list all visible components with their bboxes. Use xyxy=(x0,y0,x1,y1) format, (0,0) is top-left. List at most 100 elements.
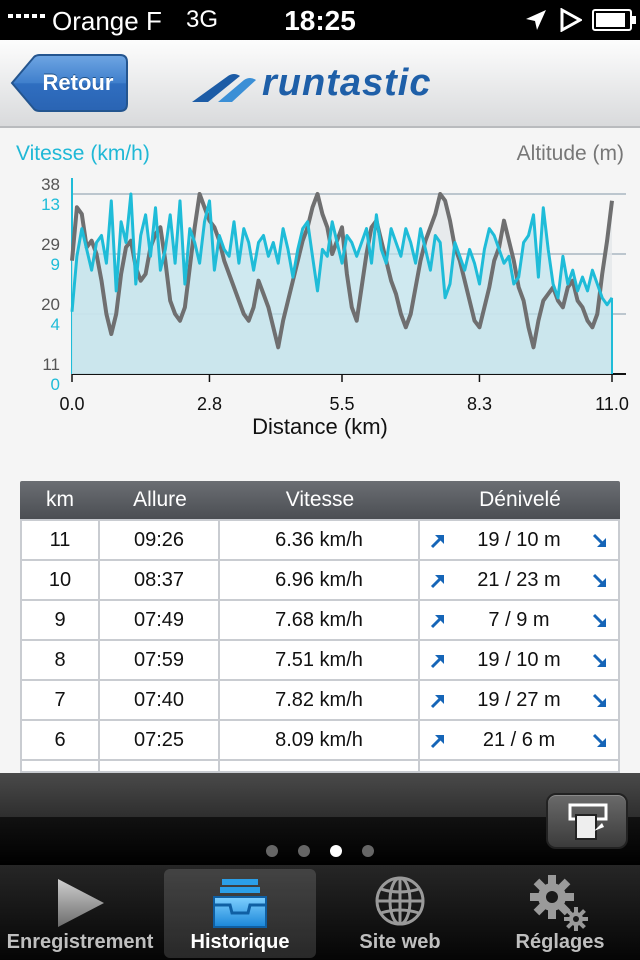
battery-icon xyxy=(592,9,636,31)
location-arrow-icon xyxy=(526,10,546,30)
arrow-down-right-icon xyxy=(592,653,606,667)
logo-wordmark: runtastic xyxy=(262,62,432,104)
table-row[interactable]: 6 07:25 8.09 km/h 21 / 6 m xyxy=(22,721,618,761)
tab-historique[interactable]: Historique xyxy=(160,865,320,960)
speed-area xyxy=(72,194,612,374)
cell-pace: 08:37 xyxy=(100,561,220,601)
network-type: 3G xyxy=(186,6,219,33)
altitude-tick-label: 11 xyxy=(42,355,60,374)
x-tick-label: 0.0 xyxy=(59,394,84,414)
x-tick-label: 8.3 xyxy=(467,394,492,414)
tab-label: Réglages xyxy=(515,931,605,953)
tab-bar: Enregistrement Historique Site web xyxy=(0,865,640,960)
table-row[interactable]: 10 08:37 6.96 km/h 21 / 23 m xyxy=(22,561,618,601)
elevation-value: 21 / 6 m xyxy=(482,728,556,751)
table-row[interactable]: 9 07:49 7.68 km/h 7 / 9 m xyxy=(22,601,618,641)
arrow-down-right-icon xyxy=(592,733,606,747)
cell-km: 9 xyxy=(22,601,100,641)
arrow-down-right-icon xyxy=(592,573,606,587)
altitude-line xyxy=(70,192,614,350)
cell-pace: 07:59 xyxy=(100,641,220,681)
page-indicator[interactable] xyxy=(0,845,640,857)
cell-km: 11 xyxy=(22,521,100,561)
x-tick-label: 2.8 xyxy=(197,394,222,414)
page-dot[interactable] xyxy=(266,845,278,857)
tab-label: Enregistrement xyxy=(6,931,154,953)
logo-swoosh-icon xyxy=(192,74,256,102)
speed-line xyxy=(70,192,614,312)
elevation-value: 19 / 10 m xyxy=(477,648,561,671)
page-dot[interactable] xyxy=(298,845,310,857)
x-tick-label: 5.5 xyxy=(329,394,354,414)
cell-speed: 6.36 km/h xyxy=(220,521,420,561)
elevation-value: 21 / 23 m xyxy=(477,568,561,591)
tab-label: Historique xyxy=(190,931,290,953)
cell-speed: 6.96 km/h xyxy=(220,561,420,601)
speed-axis-title: Vitesse (km/h) xyxy=(16,142,150,165)
table-row-partial xyxy=(22,761,618,773)
cell-pace: 09:26 xyxy=(100,521,220,561)
table-header: km Allure Vitesse Dénivelé xyxy=(20,481,620,519)
altitude-tick-label: 29 xyxy=(41,235,60,254)
table-row[interactable]: 11 09:26 6.36 km/h 19 / 10 m xyxy=(22,521,618,561)
arrow-down-right-icon xyxy=(592,693,606,707)
arrow-up-right-icon xyxy=(430,735,444,749)
cell-elevation: 19 / 10 m xyxy=(420,641,618,681)
signal-strength-icon xyxy=(8,14,45,18)
cell-elevation: 21 / 23 m xyxy=(420,561,618,601)
cell-speed: 8.09 km/h xyxy=(220,721,420,761)
cell-speed: 7.68 km/h xyxy=(220,601,420,641)
cell-km: 8 xyxy=(22,641,100,681)
speed-tick-label: 13 xyxy=(41,195,60,214)
table-row[interactable]: 8 07:59 7.51 km/h 19 / 10 m xyxy=(22,641,618,681)
header-pace: Allure xyxy=(133,488,187,511)
arrow-up-right-icon xyxy=(430,615,444,629)
cell-pace: 07:49 xyxy=(100,601,220,641)
page-dot[interactable] xyxy=(362,845,374,857)
cell-elevation: 19 / 27 m xyxy=(420,681,618,721)
tab-site-web[interactable]: Site web xyxy=(320,865,480,960)
header-elevation: Dénivelé xyxy=(479,488,561,511)
tab-reglages[interactable]: Réglages xyxy=(480,865,640,960)
inbox-tray-icon xyxy=(213,879,267,928)
cell-elevation: 21 / 6 m xyxy=(420,721,618,761)
header-speed: Vitesse xyxy=(285,488,355,511)
tab-enregistrement[interactable]: Enregistrement xyxy=(0,865,160,960)
x-tick-label: 11.0 xyxy=(595,394,629,414)
share-button[interactable] xyxy=(546,793,628,849)
status-bar: Orange F 3G 18:25 xyxy=(0,0,640,40)
elevation-value: 19 / 10 m xyxy=(477,528,561,551)
cell-speed: 7.82 km/h xyxy=(220,681,420,721)
arrow-up-right-icon xyxy=(430,695,444,709)
table-row[interactable]: 7 07:40 7.82 km/h 19 / 27 m xyxy=(22,681,618,721)
runtastic-logo: runtastic xyxy=(188,62,438,108)
play-status-icon xyxy=(560,8,582,32)
altitude-tick-label: 38 xyxy=(41,175,60,194)
speed-tick-label: 0 xyxy=(51,375,60,394)
cell-speed: 7.51 km/h xyxy=(220,641,420,681)
elevation-value: 19 / 27 m xyxy=(477,688,561,711)
back-arrow-shape xyxy=(10,54,128,112)
altitude-axis-title: Altitude (m) xyxy=(516,142,624,165)
page-dot[interactable] xyxy=(330,845,342,857)
arrow-down-right-icon xyxy=(592,613,606,627)
bottom-toolbar xyxy=(0,773,640,865)
play-icon xyxy=(58,879,104,927)
table-body: 11 09:26 6.36 km/h 19 / 10 m 10 08:37 6.96 km/… xyxy=(20,519,620,773)
clock: 18:25 xyxy=(284,5,356,36)
arrow-down-right-icon xyxy=(592,533,606,547)
speed-tick-label: 9 xyxy=(51,255,60,274)
back-button-label: Retour xyxy=(42,70,114,95)
back-button[interactable]: Retour xyxy=(10,54,128,112)
arrow-up-right-icon xyxy=(430,655,444,669)
speed-altitude-chart: 38 13 29 9 20 4 11 0 0.0 2.8 5.5 8.3 11.0 Vitesse (k… xyxy=(0,128,640,448)
cell-km: 10 xyxy=(22,561,100,601)
header-km: km xyxy=(46,488,74,511)
globe-icon xyxy=(375,876,425,926)
cell-elevation: 7 / 9 m xyxy=(420,601,618,641)
content-area: 38 13 29 9 20 4 11 0 0.0 2.8 5.5 8.3 11.0 Vitesse (k… xyxy=(0,128,640,773)
cell-pace: 07:25 xyxy=(100,721,220,761)
altitude-tick-label: 20 xyxy=(41,295,60,314)
splits-table: km Allure Vitesse Dénivelé 11 09:26 6.36 k… xyxy=(20,481,620,773)
